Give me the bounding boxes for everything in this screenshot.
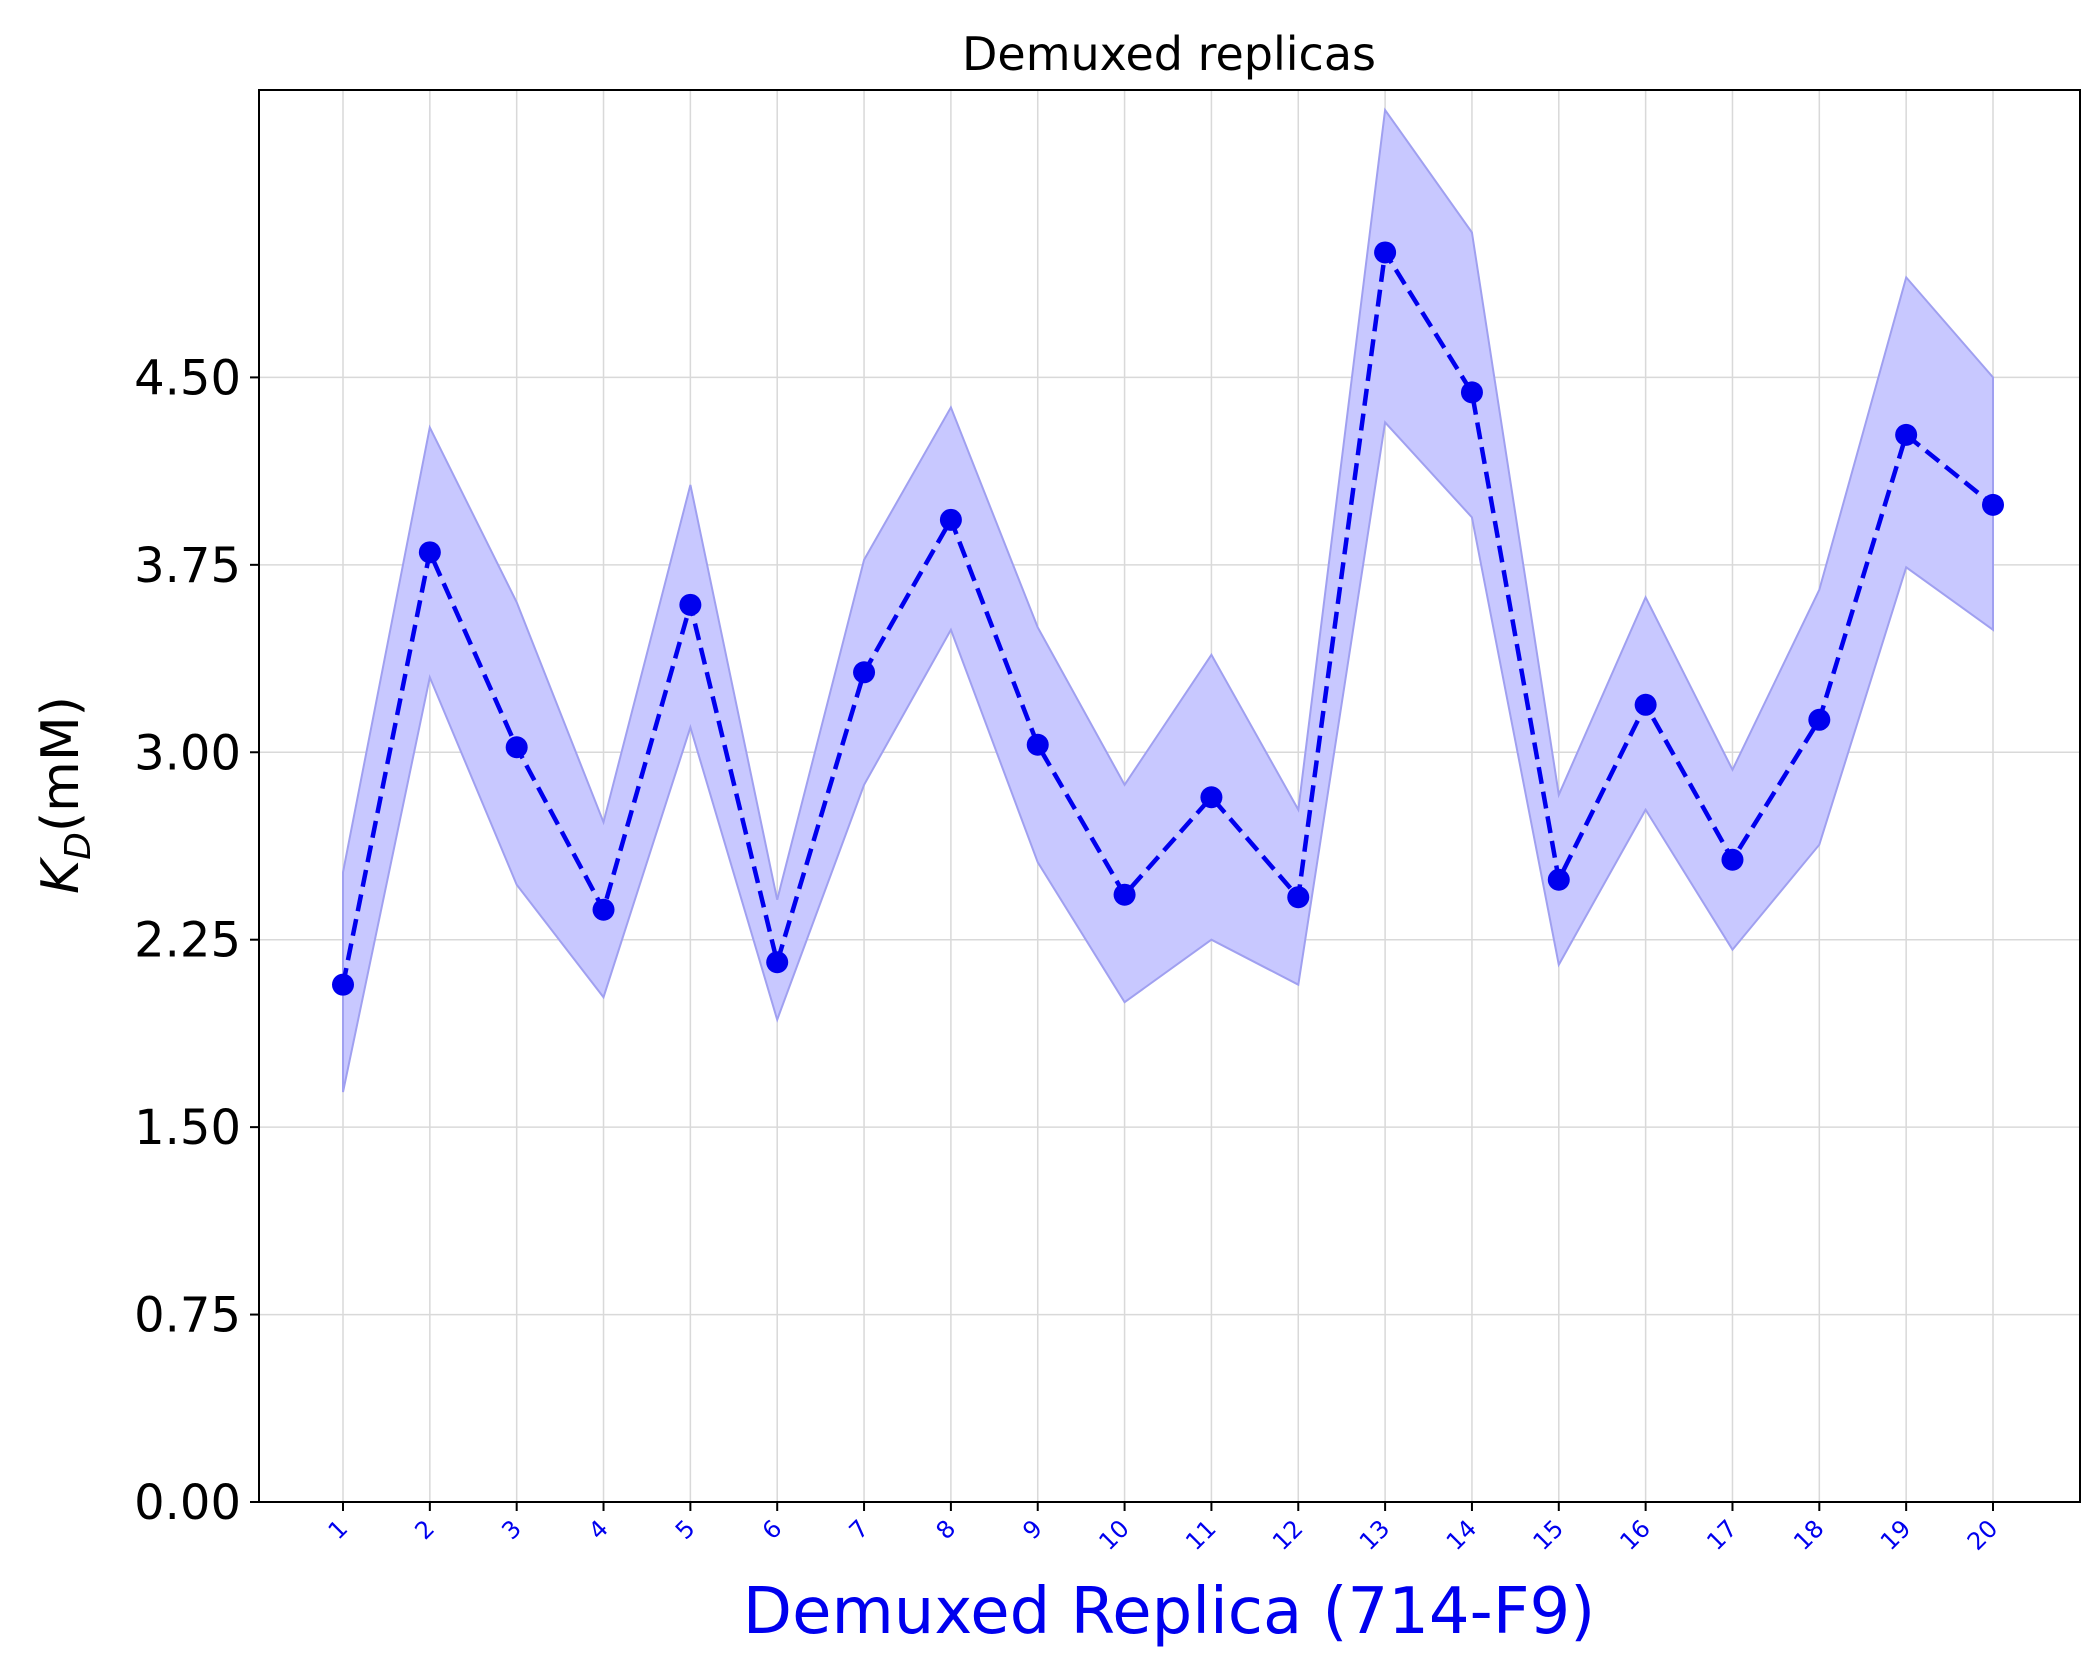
y-axis-ticks: 0.00 0.75 1.50 2.25 3.00 3.75 4.50: [134, 350, 259, 1531]
y-tick-label: 0.00: [134, 1475, 241, 1531]
y-tick-label: 2.25: [134, 913, 241, 969]
data-point: [592, 898, 615, 921]
y-tick-label: 4.50: [134, 350, 241, 406]
y-axis-label-unit: (mM): [31, 696, 91, 832]
data-point: [1634, 693, 1657, 716]
data-point: [679, 593, 702, 616]
y-tick-label: 1.50: [134, 1100, 241, 1156]
chart-title: Demuxed replicas: [962, 27, 1376, 81]
data-point: [1547, 868, 1570, 891]
data-point: [1982, 493, 2004, 516]
data-point: [1113, 883, 1136, 906]
data-point: [1808, 708, 1831, 731]
x-axis-label: Demuxed Replica (714-F9): [743, 1575, 1595, 1649]
y-axis-label-sub: D: [58, 832, 99, 860]
data-point: [1200, 786, 1223, 809]
series-line: [340, 245, 1995, 986]
data-points: [332, 241, 2004, 996]
data-point: [505, 736, 528, 759]
y-axis-label-main: K: [31, 856, 91, 894]
confidence-band: [342, 107, 1994, 1093]
data-point: [418, 541, 441, 564]
data-point: [1460, 381, 1483, 404]
y-axis-label: KD(mM): [31, 696, 99, 894]
data-point: [1287, 886, 1310, 909]
y-tick-label: 3.00: [134, 725, 241, 781]
data-point: [332, 973, 354, 996]
y-tick-label: 3.75: [134, 538, 241, 594]
data-point: [1026, 733, 1049, 756]
data-point: [1895, 423, 1918, 446]
data-point: [1374, 241, 1397, 264]
data-point: [853, 661, 876, 684]
data-point: [766, 951, 789, 974]
data-point: [1721, 848, 1744, 871]
data-point: [939, 508, 962, 531]
plot-frame: [258, 89, 2081, 1503]
y-tick-label: 0.75: [134, 1288, 241, 1344]
